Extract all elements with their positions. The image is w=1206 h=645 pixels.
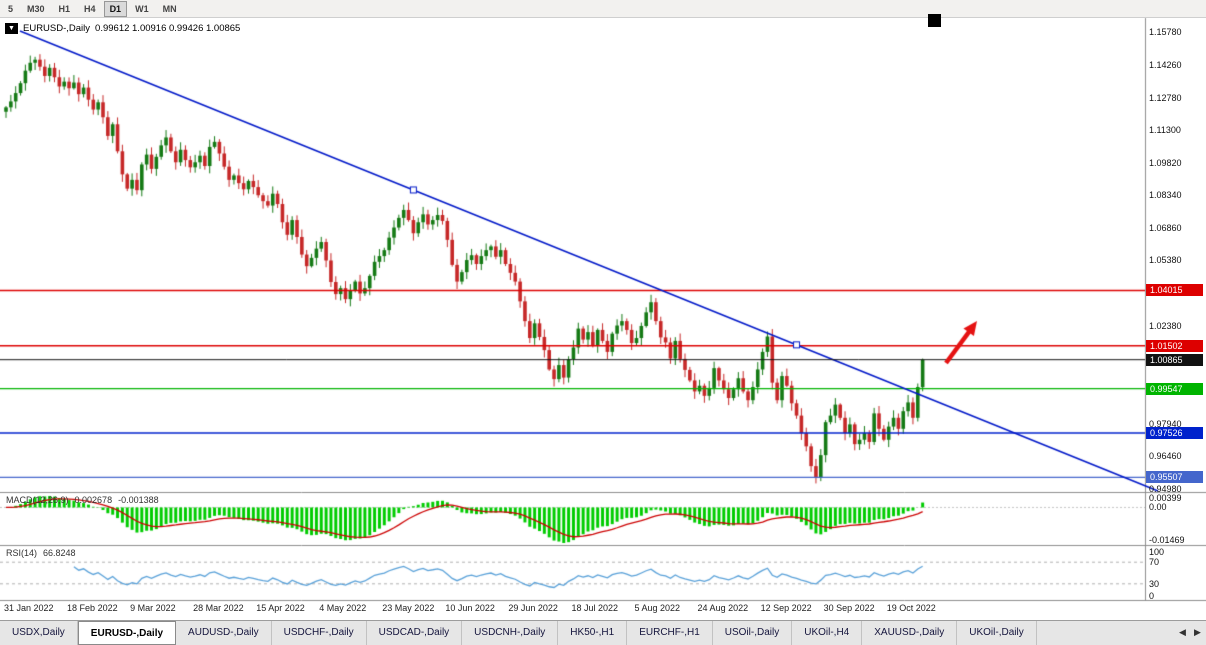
tab-eurusddaily[interactable]: EURUSD-,Daily — [77, 621, 177, 645]
date-label: 10 Jun 2022 — [445, 603, 495, 613]
symbol-dropdown-icon[interactable]: ▼ — [5, 23, 18, 34]
tab-scroll-left-icon[interactable]: ◀ — [1179, 627, 1186, 637]
chart-title: ▼ EURUSD-,Daily 0.99612 1.00916 0.99426 … — [5, 23, 240, 34]
price-tag: 1.01502 — [1146, 339, 1203, 352]
date-label: 9 Mar 2022 — [130, 603, 176, 613]
tab-hk50h1[interactable]: HK50-,H1 — [558, 621, 628, 645]
tab-usdxdaily[interactable]: USDX,Daily — [0, 621, 78, 645]
tab-usdchfdaily[interactable]: USDCHF-,Daily — [272, 621, 367, 645]
macd-indicator-label: MACD(12,26,9) 0.002678 -0.001388 — [6, 495, 159, 505]
price-tag: 0.97526 — [1146, 427, 1203, 440]
rsi-name: RSI(14) — [6, 548, 38, 558]
macd-axis-label: -0.01469 — [1149, 535, 1185, 545]
price-tick: 1.14260 — [1149, 60, 1182, 71]
symbol-tab-bar: USDX,Daily EURUSD-,Daily AUDUSD-,Daily USDC… — [0, 620, 1206, 645]
price-tick: 1.05380 — [1149, 255, 1182, 266]
price-tick: 1.08340 — [1149, 190, 1182, 201]
date-label: 12 Sep 2022 — [760, 603, 812, 613]
price-tick: 1.02380 — [1149, 321, 1182, 332]
tab-usdcnhdaily[interactable]: USDCNH-,Daily — [462, 621, 559, 645]
tab-usoildaily[interactable]: USOil-,Daily — [713, 621, 793, 645]
date-label: 15 Apr 2022 — [256, 603, 305, 613]
macd-name: MACD(12,26,9) — [6, 495, 69, 505]
timeframe-button-5[interactable]: 5 — [8, 3, 14, 14]
tab-xauusddaily[interactable]: XAUUSD-,Daily — [862, 621, 958, 645]
rsi-indicator-label: RSI(14) 66.8248 — [6, 548, 76, 558]
price-tick: 1.11300 — [1149, 125, 1181, 136]
price-tick: 0.97940 — [1149, 418, 1182, 429]
date-label: 18 Feb 2022 — [67, 603, 118, 613]
date-label: 18 Jul 2022 — [571, 603, 618, 613]
price-tick: 1.15780 — [1149, 27, 1182, 37]
price-tag: 1.04015 — [1146, 284, 1203, 297]
macd-axis-label: 0.00 — [1149, 502, 1167, 513]
price-tag: 0.99547 — [1146, 382, 1203, 395]
date-label: 4 May 2022 — [319, 603, 367, 613]
tab-audusddaily[interactable]: AUDUSD-,Daily — [176, 621, 272, 645]
date-label: 19 Oct 2022 — [886, 603, 936, 613]
tab-ukoilh4[interactable]: UKOil-,H4 — [792, 621, 863, 645]
tab-usdcaddaily[interactable]: USDCAD-,Daily — [367, 621, 463, 645]
price-tag: 0.95507 — [1146, 471, 1203, 484]
date-label: 31 Jan 2022 — [4, 603, 54, 613]
tab-scroll-right-icon[interactable]: ▶ — [1194, 627, 1201, 637]
date-label: 30 Sep 2022 — [823, 603, 875, 613]
price-tag: 1.00865 — [1146, 353, 1203, 366]
chart-title-symbol: EURUSD-,Daily — [23, 23, 91, 34]
date-label: 24 Aug 2022 — [697, 603, 749, 613]
price-tick: 1.06860 — [1149, 222, 1182, 233]
tab-scroll-buttons: ◀ ▶ — [1175, 621, 1205, 643]
timeframe-button-h4[interactable]: H4 — [84, 3, 96, 14]
rsi-axis-label: 0 — [1149, 591, 1155, 601]
macd-main-value: 0.002678 — [74, 495, 113, 505]
date-label: 23 May 2022 — [382, 603, 435, 613]
date-label: 29 Jun 2022 — [508, 603, 558, 613]
rsi-axis-label: 30 — [1149, 578, 1160, 589]
rsi-axis-label: 100 — [1149, 547, 1165, 557]
macd-axis-label: 0.00399 — [1149, 493, 1182, 503]
macd-signal-value: -0.001388 — [118, 495, 159, 505]
rsi-axis-label: 70 — [1149, 557, 1160, 568]
chart-ohlc-values: 0.99612 1.00916 0.99426 1.00865 — [95, 23, 241, 34]
tab-eurchfh1[interactable]: EURCHF-,H1 — [627, 621, 713, 645]
price-tick: 0.96460 — [1149, 451, 1182, 462]
date-label: 5 Aug 2022 — [634, 603, 681, 613]
tab-ukoildaily[interactable]: UKOil-,Daily — [957, 621, 1037, 645]
price-tick: 1.12780 — [1149, 92, 1182, 103]
date-label: 28 Mar 2022 — [193, 603, 244, 613]
rsi-value: 66.8248 — [43, 548, 76, 558]
timeframe-button-mn[interactable]: MN — [162, 3, 177, 14]
timeframe-button-h1[interactable]: H1 — [58, 3, 71, 14]
black-box-marker — [928, 14, 941, 27]
price-tick: 0.94980 — [1149, 483, 1182, 494]
timeframe-button-m30[interactable]: M30 — [27, 3, 45, 14]
price-tick: 1.09820 — [1149, 157, 1182, 168]
timeframe-button-d1[interactable]: D1 — [103, 0, 128, 17]
timeframe-button-w1[interactable]: W1 — [135, 3, 149, 14]
timeframe-toolbar: 5 M30 H1 H4 D1 W1 MN — [0, 0, 1206, 18]
